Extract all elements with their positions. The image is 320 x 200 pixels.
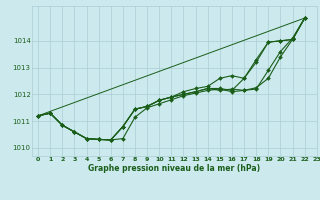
X-axis label: Graphe pression niveau de la mer (hPa): Graphe pression niveau de la mer (hPa) <box>88 164 260 173</box>
